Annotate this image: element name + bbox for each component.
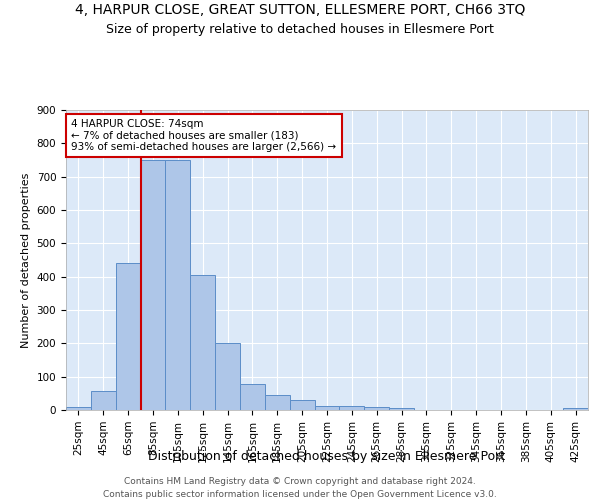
Text: 4 HARPUR CLOSE: 74sqm
← 7% of detached houses are smaller (183)
93% of semi-deta: 4 HARPUR CLOSE: 74sqm ← 7% of detached h… <box>71 119 337 152</box>
Bar <box>166 160 190 410</box>
Bar <box>364 408 389 410</box>
Bar <box>314 406 340 410</box>
Bar <box>190 275 215 410</box>
Bar <box>66 406 91 410</box>
Bar <box>340 406 364 410</box>
Text: Distribution of detached houses by size in Ellesmere Port: Distribution of detached houses by size … <box>148 450 506 463</box>
Bar <box>140 160 166 410</box>
Bar <box>389 408 414 410</box>
Bar <box>563 408 588 410</box>
Text: Size of property relative to detached houses in Ellesmere Port: Size of property relative to detached ho… <box>106 22 494 36</box>
Text: 4, HARPUR CLOSE, GREAT SUTTON, ELLESMERE PORT, CH66 3TQ: 4, HARPUR CLOSE, GREAT SUTTON, ELLESMERE… <box>75 2 525 16</box>
Bar <box>290 400 314 410</box>
Bar <box>116 264 140 410</box>
Bar <box>240 384 265 410</box>
Y-axis label: Number of detached properties: Number of detached properties <box>21 172 31 348</box>
Text: Contains HM Land Registry data © Crown copyright and database right 2024.: Contains HM Land Registry data © Crown c… <box>124 478 476 486</box>
Bar <box>91 390 116 410</box>
Bar <box>265 395 290 410</box>
Bar <box>215 344 240 410</box>
Text: Contains public sector information licensed under the Open Government Licence v3: Contains public sector information licen… <box>103 490 497 499</box>
